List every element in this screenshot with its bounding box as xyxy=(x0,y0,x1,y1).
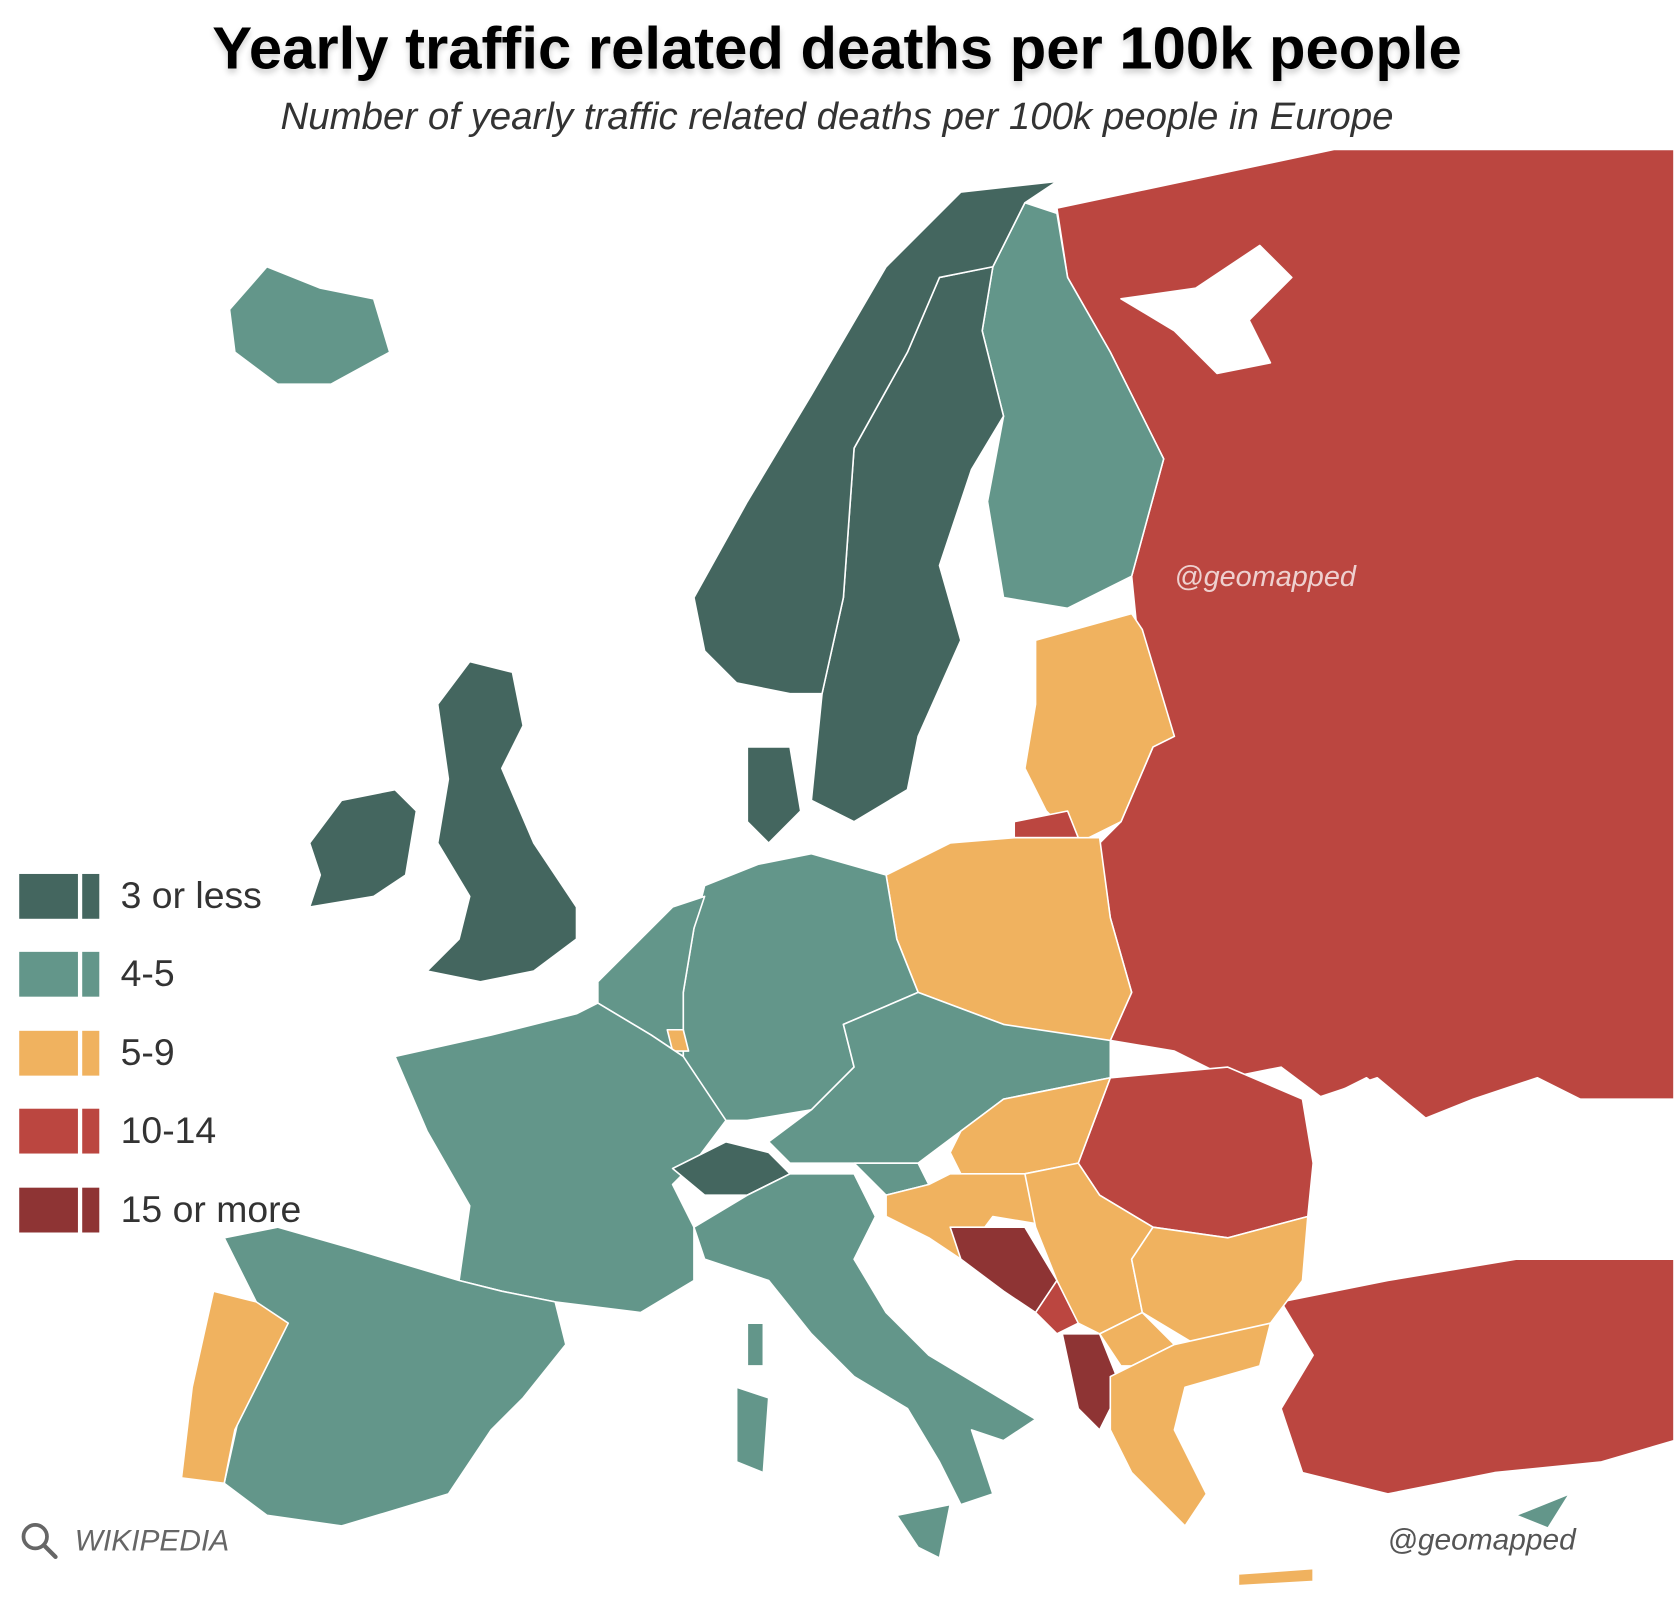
legend-swatch xyxy=(19,873,100,919)
search-icon xyxy=(21,1523,58,1560)
legend-label: 10-14 xyxy=(120,1110,217,1152)
legend-label: 5-9 xyxy=(120,1031,175,1074)
region-denmark xyxy=(746,746,802,844)
region-turkey xyxy=(1280,1258,1674,1495)
legend-swatch xyxy=(19,1030,100,1076)
legend-swatch xyxy=(19,1108,100,1154)
map-title: Yearly traffic related deaths per 100k p… xyxy=(212,13,1462,82)
region-cyprus xyxy=(1515,1493,1571,1529)
watermark: @geomapped xyxy=(1174,560,1356,593)
region-sicily xyxy=(895,1503,951,1559)
region-croatia xyxy=(885,1173,1058,1260)
region-luxembourg xyxy=(666,1028,690,1052)
source: WIKIPEDIA xyxy=(19,1521,229,1562)
legend-item: 15 or more xyxy=(19,1171,301,1249)
region-sardinia xyxy=(735,1386,770,1474)
legend-item: 10-14 xyxy=(19,1092,301,1170)
legend-item: 5-9 xyxy=(19,1014,301,1092)
region-france xyxy=(394,1002,727,1314)
legend-label: 15 or more xyxy=(120,1188,302,1231)
region-uk xyxy=(426,660,578,983)
region-baltics xyxy=(1024,612,1176,844)
map-subtitle: Number of yearly traffic related deaths … xyxy=(280,93,1394,138)
region-iceland xyxy=(228,265,391,385)
region-norway xyxy=(693,180,1058,695)
legend-item: 4-5 xyxy=(19,935,301,1013)
region-ireland xyxy=(308,788,418,908)
legend-swatch xyxy=(19,952,100,997)
region-portugal xyxy=(180,1290,290,1485)
region-corsica xyxy=(746,1322,765,1367)
black-sea xyxy=(1312,1076,1674,1282)
legend-swatch xyxy=(19,1187,100,1233)
region-italy xyxy=(693,1173,1037,1506)
legend-label: 3 or less xyxy=(120,874,262,917)
region-montenegro xyxy=(1034,1279,1080,1335)
region-spain xyxy=(223,1226,567,1527)
source-label: WIKIPEDIA xyxy=(74,1523,230,1557)
legend-item: 3 or less xyxy=(19,857,301,935)
credit: @geomapped xyxy=(1387,1522,1576,1556)
region-greece xyxy=(1109,1322,1272,1527)
region-kaliningrad xyxy=(1013,810,1080,839)
legend-label: 4-5 xyxy=(120,953,175,995)
legend: 3 or less 4-5 5-9 10-14 15 or more xyxy=(19,857,301,1249)
white-sea xyxy=(1120,244,1293,375)
region-crete xyxy=(1237,1567,1314,1587)
